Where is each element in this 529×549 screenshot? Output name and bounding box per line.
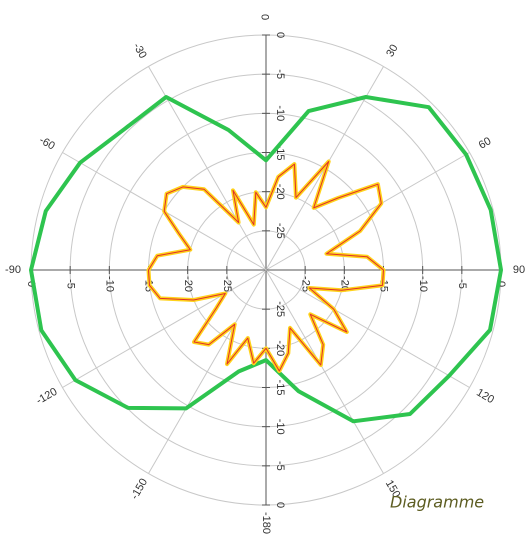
- r-tick-label: -5: [456, 279, 468, 289]
- r-tick-label: -5: [64, 279, 76, 289]
- r-tick-label: -20: [274, 340, 286, 356]
- r-tick-label: -25: [274, 301, 286, 317]
- trace: [29, 95, 503, 424]
- r-tick-label: -10: [417, 276, 429, 292]
- r-tick-label: -10: [103, 276, 115, 292]
- angle-label: -30: [130, 41, 148, 61]
- r-tick-label: -5: [274, 461, 286, 471]
- r-tick-label: 0: [274, 32, 286, 38]
- r-tick-label: 0: [495, 281, 507, 287]
- annotation: Diagramme: [390, 493, 484, 512]
- angle-label: 90: [513, 264, 525, 276]
- grid-spoke: [62, 269, 267, 388]
- r-tick-label: 0: [274, 502, 286, 508]
- angle-label: -60: [37, 134, 57, 152]
- r-tick-label: -15: [274, 380, 286, 396]
- r-tick-label: -10: [274, 105, 286, 121]
- angle-label: -90: [5, 264, 21, 276]
- r-tick-label: -20: [274, 184, 286, 200]
- grid-spoke: [265, 269, 384, 474]
- r-tick-label: -10: [274, 419, 286, 435]
- r-tick-label: -25: [274, 223, 286, 239]
- angle-label: 30: [384, 43, 401, 60]
- grid-spoke: [148, 66, 267, 271]
- r-tick-label: -25: [221, 276, 233, 292]
- grid-spoke: [265, 152, 470, 271]
- r-tick-label: 0: [25, 281, 37, 287]
- angle-label: 60: [477, 135, 494, 152]
- angle-label: 0: [260, 14, 272, 20]
- r-tick-label: -5: [274, 69, 286, 79]
- grid-spoke: [148, 269, 267, 474]
- angle-label: -120: [34, 386, 59, 407]
- angle-label: 120: [474, 387, 496, 407]
- grid-spoke: [265, 269, 470, 388]
- r-tick-label: -20: [182, 276, 194, 292]
- trace-core: [148, 161, 384, 372]
- angle-label: -180: [260, 512, 272, 534]
- angle-label: -150: [129, 477, 150, 502]
